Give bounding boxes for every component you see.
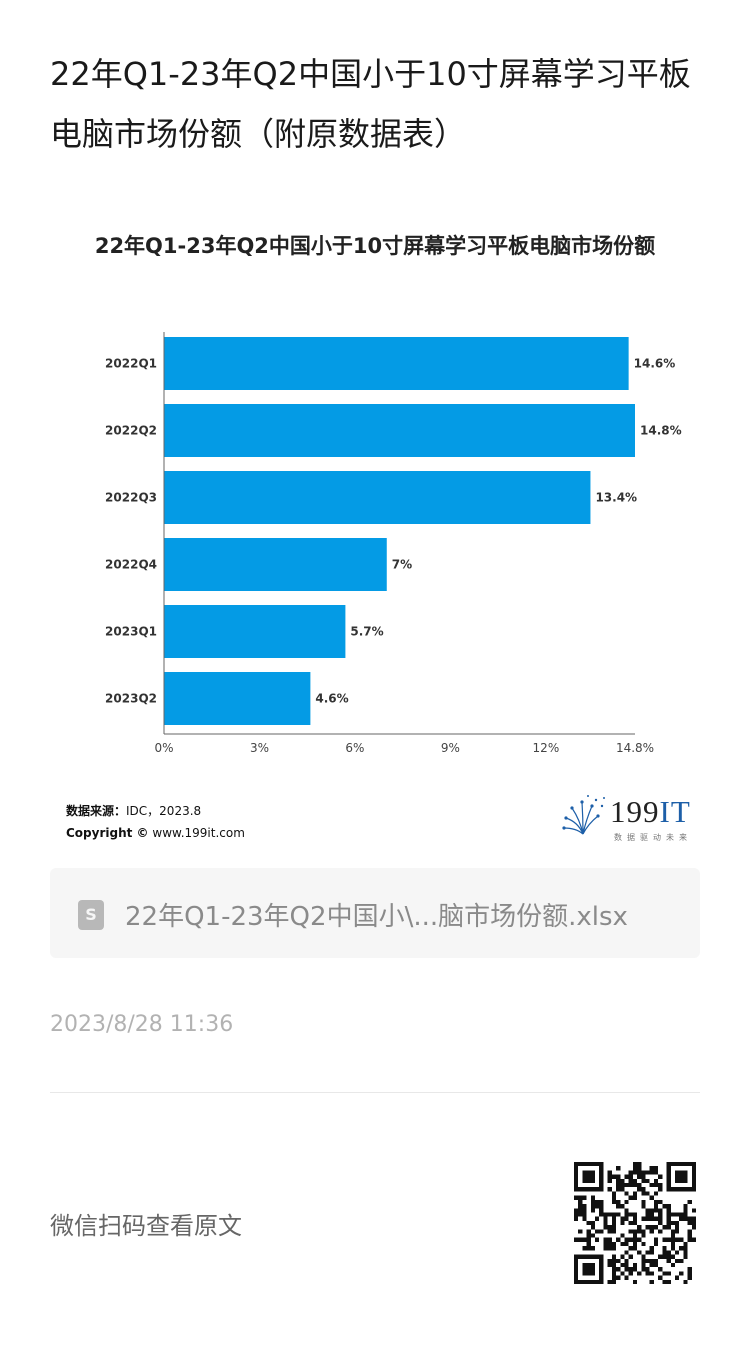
x-tick-label: 0% bbox=[154, 741, 173, 755]
spreadsheet-icon: S bbox=[78, 900, 104, 930]
category-label: 2022Q1 bbox=[105, 357, 157, 371]
bar-2023Q1 bbox=[164, 605, 346, 658]
brand-logo: 199IT 数据驱动未来 bbox=[558, 792, 698, 842]
copyright-label: Copyright © bbox=[66, 826, 149, 840]
category-label: 2022Q2 bbox=[105, 424, 157, 438]
x-tick-label: 3% bbox=[250, 741, 269, 755]
page-title: 22年Q1-23年Q2中国小于10寸屏幕学习平板电脑市场份额（附原数据表） bbox=[50, 55, 691, 153]
data-label: 13.4% bbox=[595, 491, 637, 505]
logo-wordmark: 199IT bbox=[610, 794, 691, 829]
x-tick-label: 6% bbox=[345, 741, 364, 755]
data-label: 7% bbox=[392, 558, 412, 572]
file-name: 22年Q1-23年Q2中国小\...脑市场份额.xlsx bbox=[125, 902, 628, 932]
source-block: 数据来源：IDC，2023.8 Copyright © www.199it.co… bbox=[66, 800, 245, 844]
bar-2023Q2 bbox=[164, 672, 311, 725]
bar-2022Q1 bbox=[164, 337, 629, 390]
data-label: 5.7% bbox=[350, 625, 383, 639]
data-label: 14.8% bbox=[640, 424, 682, 438]
divider bbox=[50, 1092, 700, 1093]
category-label: 2022Q3 bbox=[105, 491, 157, 505]
logo-tagline: 数据驱动未来 bbox=[614, 833, 692, 842]
file-attachment-card[interactable]: S 22年Q1-23年Q2中国小\...脑市场份额.xlsx bbox=[50, 868, 700, 958]
chart-title: 22年Q1-23年Q2中国小于10寸屏幕学习平板电脑市场份额 bbox=[94, 234, 656, 258]
category-label: 2023Q1 bbox=[105, 625, 157, 639]
x-tick-label: 12% bbox=[533, 741, 560, 755]
bar-2022Q4 bbox=[164, 538, 387, 591]
wechat-scan-prompt: 微信扫码查看原文 bbox=[50, 1212, 242, 1240]
data-label: 14.6% bbox=[634, 357, 676, 371]
data-label: 4.6% bbox=[315, 692, 348, 706]
copyright-site: www.199it.com bbox=[152, 826, 245, 840]
qr-code-icon[interactable] bbox=[574, 1162, 696, 1284]
logo-dandelion-icon bbox=[562, 795, 605, 835]
bar-2022Q3 bbox=[164, 471, 591, 524]
source-value: IDC，2023.8 bbox=[126, 804, 202, 818]
x-tick-label: 14.8% bbox=[616, 741, 654, 755]
bar-chart: 2022Q1 14.6% 2022Q2 14.8% 2022Q3 13.4% 2022Q4 7… bbox=[105, 332, 682, 755]
x-tick-label: 9% bbox=[441, 741, 460, 755]
source-label: 数据来源： bbox=[66, 804, 127, 818]
bar-2022Q2 bbox=[164, 404, 635, 457]
publish-timestamp: 2023/8/28 11:36 bbox=[50, 1012, 234, 1037]
category-label: 2022Q4 bbox=[105, 558, 157, 572]
category-label: 2023Q2 bbox=[105, 692, 157, 706]
